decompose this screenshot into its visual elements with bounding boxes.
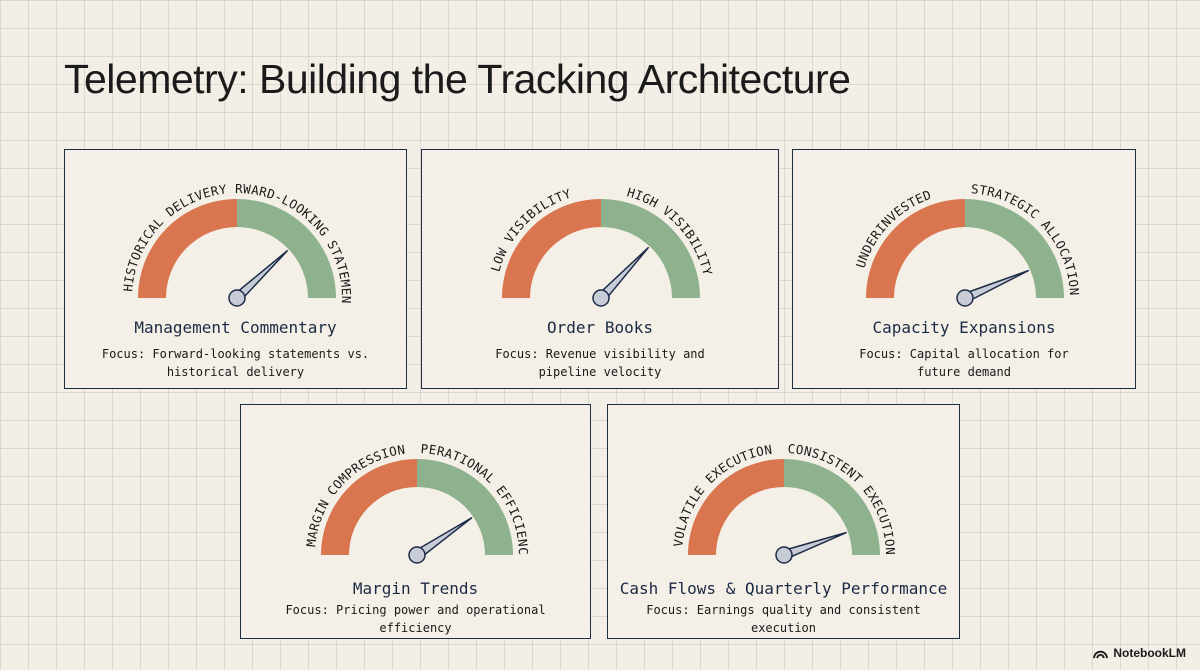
card-description: Focus: Earnings quality and consistent e… bbox=[646, 603, 921, 635]
needle-hub bbox=[408, 546, 426, 564]
high-zone-arc bbox=[601, 199, 700, 298]
low-zone-arc bbox=[138, 199, 237, 298]
card-description: Focus: Forward-looking statements vs. hi… bbox=[101, 347, 370, 379]
page-title: Telemetry: Building the Tracking Archite… bbox=[64, 56, 851, 102]
low-zone-arc bbox=[688, 459, 784, 555]
gauge-dial: UNDERINVESTED STRATEGIC ALLOCATION bbox=[853, 181, 1082, 307]
needle-hub bbox=[228, 289, 246, 307]
high-zone-arc bbox=[965, 199, 1064, 298]
low-zone-arc bbox=[321, 459, 417, 555]
card-description: Focus: Pricing power and operational eff… bbox=[285, 603, 546, 635]
needle-hub bbox=[956, 289, 974, 307]
gauge-dial: VOLATILE EXECUTION CONSISTENT EXECUTION bbox=[670, 441, 898, 564]
gauge-card-order-books: LOW VISIBILITY HIGH VISIBILITY Order Boo… bbox=[421, 149, 779, 389]
notebooklm-logo-icon bbox=[1093, 650, 1109, 658]
card-title: Cash Flows & Quarterly Performance bbox=[619, 579, 948, 598]
needle-hub bbox=[592, 289, 610, 307]
high-zone-arc bbox=[417, 459, 513, 555]
card-title: Order Books bbox=[547, 318, 653, 337]
card-title: Capacity Expansions bbox=[872, 318, 1056, 337]
gauge-dial: MARGIN COMPRESSION OPERATIONAL EFFICIENC… bbox=[237, 393, 531, 564]
needle-hub bbox=[775, 546, 793, 564]
gauge-card-management-commentary: HISTORICAL DELIVERY FORWARD-LOOKING STAT… bbox=[61, 138, 407, 389]
card-description: Focus: Revenue visibility and pipeline v… bbox=[495, 347, 705, 379]
gauge-card-cash-flows: VOLATILE EXECUTION CONSISTENT EXECUTION … bbox=[607, 404, 960, 639]
brand-name: NotebookLM bbox=[1113, 646, 1186, 660]
gauge-dial: LOW VISIBILITY HIGH VISIBILITY bbox=[488, 184, 715, 307]
card-title: Margin Trends bbox=[352, 579, 479, 598]
high-zone-arc bbox=[784, 459, 880, 555]
card-description: Focus: Capital allocation for future dem… bbox=[859, 347, 1069, 379]
gauge-dial: HISTORICAL DELIVERY FORWARD-LOOKING STAT… bbox=[61, 138, 354, 307]
low-zone-arc bbox=[866, 199, 965, 298]
gauge-card-capacity-expansions: UNDERINVESTED STRATEGIC ALLOCATION Capac… bbox=[792, 149, 1136, 389]
gauge-card-margin-trends: MARGIN COMPRESSION OPERATIONAL EFFICIENC… bbox=[237, 393, 591, 639]
notebooklm-branding: NotebookLM bbox=[1093, 646, 1186, 660]
low-zone-arc bbox=[502, 199, 601, 298]
card-title: Management Commentary bbox=[134, 318, 337, 337]
high-zone-arc bbox=[237, 199, 336, 298]
